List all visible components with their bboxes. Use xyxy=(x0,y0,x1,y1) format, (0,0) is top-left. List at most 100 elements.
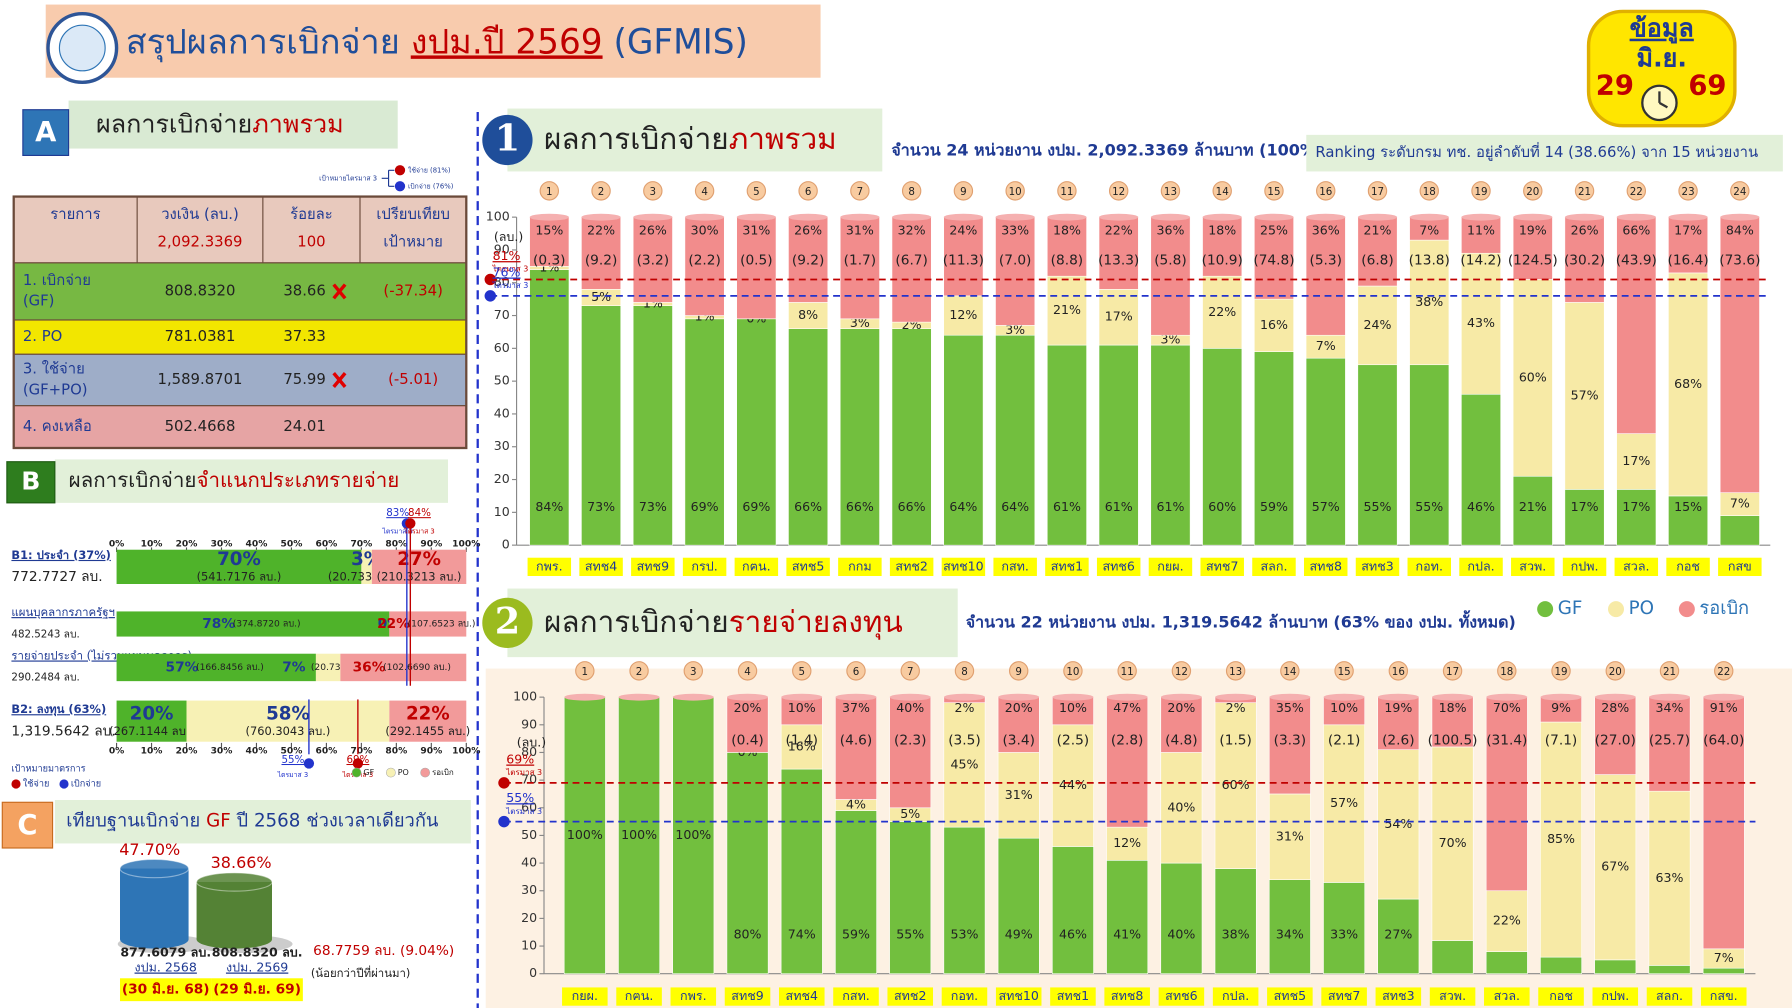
bar-segment xyxy=(1485,951,1528,975)
legend-label: PO xyxy=(398,768,409,777)
data-label: 100% xyxy=(675,827,711,842)
x-tick-label: กสท. xyxy=(1001,558,1029,573)
y-tick-label: 10 xyxy=(494,504,510,519)
rank-number: 18 xyxy=(1423,186,1436,198)
legend-label: ใช้จ่าย (81%) xyxy=(408,166,451,174)
rank-number: 22 xyxy=(1630,186,1643,198)
rank-bubble xyxy=(1388,661,1409,681)
bar-segment xyxy=(1160,696,1203,753)
rank-bubble xyxy=(746,181,767,201)
bar-segment xyxy=(997,752,1040,839)
target-dot xyxy=(303,758,315,769)
bar-segment xyxy=(1202,216,1243,277)
x-tick-label: 50% xyxy=(281,539,303,549)
rank-bubble xyxy=(1419,181,1439,201)
bar-segment xyxy=(889,696,932,809)
row-category: B1: ประจำ (37%) xyxy=(11,548,110,562)
chart-subtitle: จำนวน 22 หน่วยงาน งปม. 1,319.5642 ล้านบา… xyxy=(966,609,1516,631)
row-label: 4. คงเหลือ xyxy=(23,417,92,435)
chart-badge-number: 1 xyxy=(495,117,520,160)
amount-label: (2.3) xyxy=(894,733,927,749)
cylinder xyxy=(196,881,272,940)
category-highlight xyxy=(1045,557,1089,576)
x-tick-label: 60% xyxy=(315,539,337,549)
data-label: 70% xyxy=(1493,700,1521,715)
table-header: รายการ xyxy=(50,205,100,223)
fail-mark xyxy=(332,372,347,388)
bar-segment xyxy=(1512,475,1553,546)
amount-label: (3.5) xyxy=(948,733,981,749)
data-label: 43% xyxy=(1467,315,1495,330)
bar-segment xyxy=(529,216,570,267)
date-label: (30 มิ.ย. 68) xyxy=(122,982,210,998)
bar-segment xyxy=(1323,882,1365,975)
rank-bubble xyxy=(1108,181,1129,201)
data-label: 31% xyxy=(1276,828,1304,843)
data-label: 7% xyxy=(282,659,306,675)
bar-segment xyxy=(1377,749,1420,900)
data-label: 69% xyxy=(742,499,770,514)
bar-cap xyxy=(1106,693,1148,701)
rank-bubble xyxy=(1497,661,1517,681)
rank-bubble xyxy=(850,181,870,201)
x-tick-label: งปม. 2569 xyxy=(226,960,288,975)
bar-segment xyxy=(116,653,316,682)
data-label: 12% xyxy=(1113,835,1141,850)
bar-cap xyxy=(788,213,828,221)
category-highlight xyxy=(1562,557,1607,576)
date-highlight xyxy=(120,978,212,1002)
amount-label: (7.1) xyxy=(1545,733,1578,749)
rank-bubble xyxy=(1005,181,1025,201)
target-dot xyxy=(484,290,496,302)
bar-segment xyxy=(1461,252,1501,395)
category-highlight xyxy=(562,987,608,1006)
row-budget: 781.0381 xyxy=(165,327,236,345)
data-label: 47% xyxy=(1113,700,1141,715)
bar-cap xyxy=(835,693,877,701)
bar-cap xyxy=(1357,213,1398,221)
rank-number: 15 xyxy=(1267,186,1280,198)
bar-segment xyxy=(891,216,932,323)
rank-bubble xyxy=(1264,181,1284,201)
data-label: 20% xyxy=(1005,700,1033,715)
data-label: 7% xyxy=(1419,222,1439,237)
title-part: ภาพรวม xyxy=(252,110,343,139)
amount-label: (73.6) xyxy=(1719,253,1760,269)
bar-cap xyxy=(889,693,931,701)
category-highlight xyxy=(1303,557,1348,576)
bar-segment xyxy=(1719,216,1760,493)
bar-segment xyxy=(563,696,606,974)
row-percent: 24.01 xyxy=(283,417,326,435)
target-label: 55% xyxy=(282,754,305,766)
amount-label: (3.4) xyxy=(1002,733,1035,749)
bar-segment xyxy=(684,318,725,546)
x-tick-label: กอช xyxy=(1676,558,1700,573)
bar-segment xyxy=(997,837,1040,974)
bar-cap xyxy=(995,213,1035,221)
category-highlight xyxy=(786,557,830,576)
x-tick-label: สลก. xyxy=(1260,558,1287,573)
row-category: B2: ลงทุน (63%) xyxy=(11,702,106,717)
bar-segment xyxy=(1254,351,1294,546)
data-label: 73% xyxy=(639,499,667,514)
bar-segment xyxy=(1268,793,1311,880)
amount-label: (13.8) xyxy=(1409,253,1450,269)
rank-bubble xyxy=(1160,181,1181,201)
bar-segment xyxy=(1702,967,1745,974)
y-tick-label: 40 xyxy=(494,405,510,420)
section-title: ผลการเบิกจ่ายภาพรวม xyxy=(96,110,344,139)
y-tick-label: 90 xyxy=(494,241,510,256)
x-tick-label: สทช9 xyxy=(637,558,669,573)
y-tick-label: 60 xyxy=(494,340,510,355)
chart-title-box xyxy=(507,108,883,172)
data-label: 70% xyxy=(217,549,261,570)
category-highlight xyxy=(579,557,623,576)
amount-label: (3.3) xyxy=(1274,733,1307,749)
bar-cap xyxy=(564,693,606,701)
table-row-bg xyxy=(13,353,467,407)
bar-cap xyxy=(1377,693,1419,701)
fail-mark xyxy=(332,283,347,300)
amount-label: (6.7) xyxy=(895,253,928,269)
data-label: 55% xyxy=(1364,499,1392,514)
